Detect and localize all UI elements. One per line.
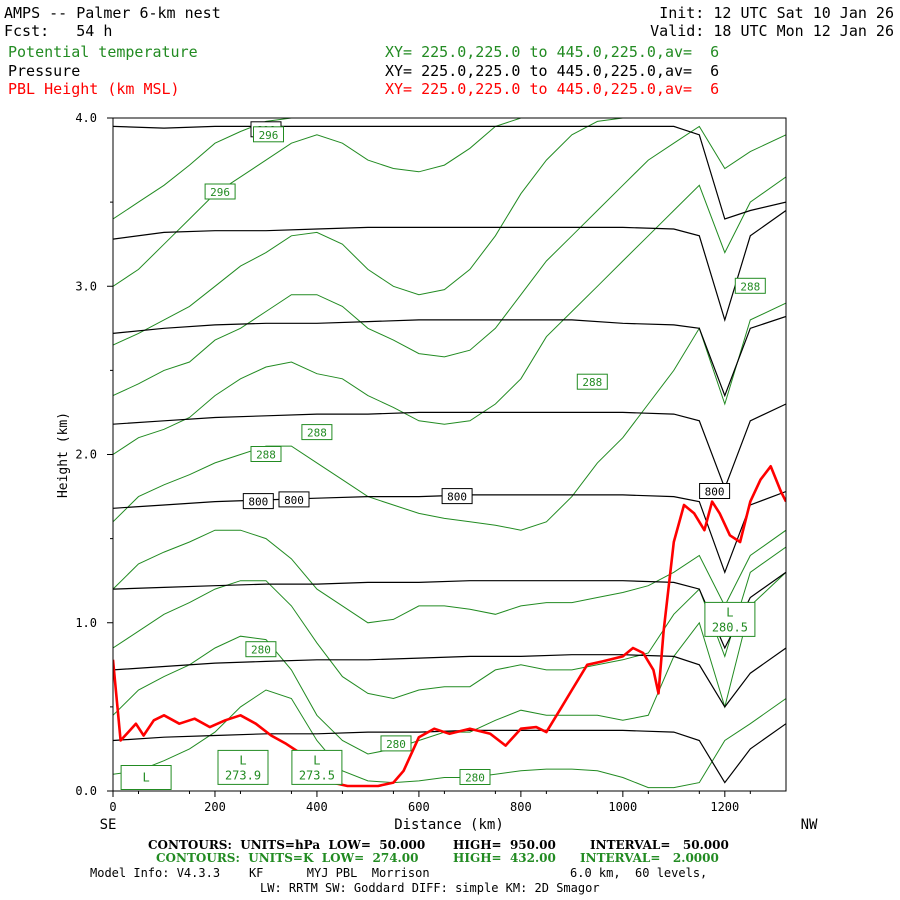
pbl-height-line: [113, 465, 786, 788]
theta-legend-label: Potential temperature: [8, 43, 198, 61]
init-time: Init: 12 UTC Sat 10 Jan 26: [659, 4, 894, 22]
pressure-contour-interval: INTERVAL= 50.000: [590, 838, 729, 852]
y-tick-label: 3.0: [75, 279, 97, 293]
theta-contour-290: [113, 176, 786, 455]
y-tick-label: 0.0: [75, 784, 97, 798]
contour-label-box: [250, 446, 282, 462]
forecast-hour: Fcst: 54 h: [4, 22, 113, 40]
y-axis-title: Height (km): [56, 412, 71, 498]
contour-label: 800: [705, 486, 725, 499]
theta-contour-info: CONTOURS: UNITS=K LOW= 274.00: [156, 851, 419, 865]
contour-label-box: [204, 183, 236, 200]
extremum-symbol: L: [142, 771, 149, 785]
theta-contour-298: [113, 118, 786, 220]
x-tick-label: 400: [306, 800, 328, 814]
pbl-line-group: [113, 465, 786, 788]
pressure-contour-950: [113, 723, 786, 784]
pressure-contour-900: [113, 647, 786, 708]
model-title: AMPS -- Palmer 6-km nest: [4, 4, 221, 22]
cross-section-chart: 600 296 296 288 288 288 288 800 800 800 800 280 280 2…: [56, 111, 818, 833]
contour-label-box: [459, 769, 491, 785]
pbl-xy-info: XY= 225.0,225.0 to 445.0,225.0,av= 6: [385, 80, 720, 98]
contour-label: 288: [256, 449, 276, 462]
pressure-xy-info: XY= 225.0,225.0 to 445.0,225.0,av= 6: [385, 62, 720, 80]
theta-xy-info: XY= 225.0,225.0 to 445.0,225.0,av= 6: [385, 43, 720, 61]
contour-label: 280: [465, 772, 485, 785]
pressure-contour-600: [113, 125, 786, 220]
x-tick-label: 1000: [608, 800, 637, 814]
pressure-legend-label: Pressure: [8, 62, 81, 80]
valid-time: Valid: 18 UTC Mon 12 Jan 26: [650, 22, 894, 40]
contour-label-box: [245, 641, 277, 658]
pressure-contour-info: CONTOURS: UNITS=hPa LOW= 50.000: [148, 838, 426, 852]
y-tick-label: 2.0: [75, 448, 97, 462]
contour-label-box: [278, 491, 310, 508]
contour-labels: 6002962962882882882888008008008002802802…: [120, 121, 766, 790]
model-grid-info: 6.0 km, 60 levels,: [570, 866, 708, 880]
contour-label-box: [576, 373, 608, 390]
contour-label: 800: [447, 491, 467, 504]
pbl-legend-label: PBL Height (km MSL): [8, 80, 180, 98]
theta-contours: [113, 118, 786, 789]
contour-label: 288: [740, 280, 760, 293]
pressure-contour-high: HIGH= 950.00: [453, 838, 556, 852]
extremum-symbol: L: [313, 753, 320, 767]
contour-label: 296: [210, 186, 230, 199]
theta-contour-280: [113, 689, 786, 789]
extremum-value: 280.5: [712, 620, 748, 634]
contour-label-box: [380, 735, 412, 752]
contour-label: 280: [386, 738, 406, 751]
plot-background: [113, 118, 786, 791]
extremum-label-box: [291, 749, 343, 785]
pressure-contour-800: [113, 490, 786, 575]
contour-label-box: [301, 424, 333, 441]
y-tick-label: 4.0: [75, 111, 97, 125]
theta-contour-294: [113, 118, 786, 346]
contour-label: 800: [248, 496, 268, 509]
x-tick-label: 1200: [710, 800, 739, 814]
x-axis-title: Distance (km): [394, 817, 504, 833]
extremum-symbol: L: [239, 753, 246, 767]
theta-contour-288: [113, 302, 786, 531]
contour-label: 800: [284, 494, 304, 507]
theta-contour-286: [113, 529, 786, 624]
x-left-end-label: SE: [100, 817, 117, 833]
contour-label-box: [734, 277, 766, 294]
x-tick-label: 0: [109, 800, 116, 814]
contour-label-box: [253, 126, 284, 143]
extremum-symbol: L: [726, 605, 733, 619]
contour-label-box: [441, 488, 473, 505]
contour-label-box: [242, 493, 274, 510]
x-tick-label: 200: [204, 800, 226, 814]
contour-label: 280: [251, 644, 271, 657]
contour-label: 296: [259, 129, 279, 142]
extremum-label-box: [120, 765, 172, 790]
contour-label: 288: [307, 427, 327, 440]
contour-label-box: [699, 483, 731, 499]
theta-contour-high: HIGH= 432.00: [453, 851, 556, 865]
pressure-contour-750: [113, 403, 786, 490]
contour-label: 288: [582, 376, 602, 389]
x-tick-label: 800: [510, 800, 532, 814]
physics-info: LW: RRTM SW: Goddard DIFF: simple KM: 2D…: [260, 881, 600, 895]
y-tick-label: 1.0: [75, 616, 97, 630]
x-right-end-label: NW: [801, 817, 818, 833]
pressure-contour-650: [113, 210, 786, 322]
model-info: Model Info: V4.3.3 KF MYJ PBL Morrison: [90, 866, 430, 880]
theta-contour-292: [113, 125, 786, 397]
pressure-contour-700: [113, 315, 786, 398]
pressure-contours: [113, 125, 786, 784]
extremum-label-box: [217, 749, 269, 785]
axes: 0 200 400 600 800 1000 1200 0.0 1.0 2.0 3.0 4.0: [75, 111, 751, 814]
extremum-value: 273.5: [299, 768, 335, 782]
x-tick-label: 600: [408, 800, 430, 814]
theta-contour-interval: INTERVAL= 2.0000: [580, 851, 719, 865]
extremum-label-box: [704, 601, 756, 637]
extremum-value: 273.9: [225, 768, 261, 782]
